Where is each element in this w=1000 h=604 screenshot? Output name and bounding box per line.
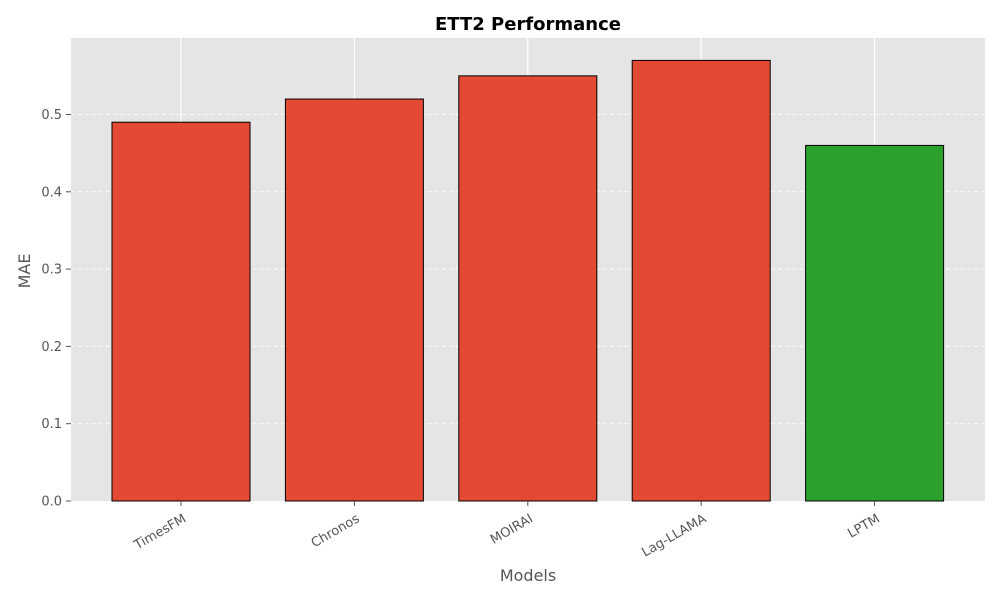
- x-tick-label: MOIRAI: [488, 511, 536, 547]
- y-tick-label: 0.1: [41, 417, 62, 432]
- chart-title: ETT2 Performance: [435, 14, 621, 35]
- y-tick-label: 0.4: [41, 185, 62, 200]
- x-axis-label: Models: [500, 566, 556, 585]
- y-tick-label: 0.3: [41, 263, 62, 278]
- x-tick-label: Chronos: [309, 511, 363, 551]
- y-axis-label: MAE: [15, 254, 34, 289]
- bar-chronos: [284, 98, 424, 502]
- x-tick-label: Lag-LLAMA: [639, 511, 709, 560]
- x-tick-label: LPTM: [845, 511, 882, 541]
- bars: [111, 59, 945, 502]
- bar-lag-llama: [631, 59, 771, 502]
- bar-timesfm: [111, 121, 251, 502]
- bar-lptm: [805, 144, 945, 502]
- y-tick-label: 0.5: [41, 108, 62, 123]
- y-tick-label: 0.0: [41, 495, 62, 510]
- bar-moirai: [458, 75, 598, 502]
- x-tick-label: TimesFM: [131, 511, 189, 553]
- y-tick-label: 0.2: [41, 340, 62, 355]
